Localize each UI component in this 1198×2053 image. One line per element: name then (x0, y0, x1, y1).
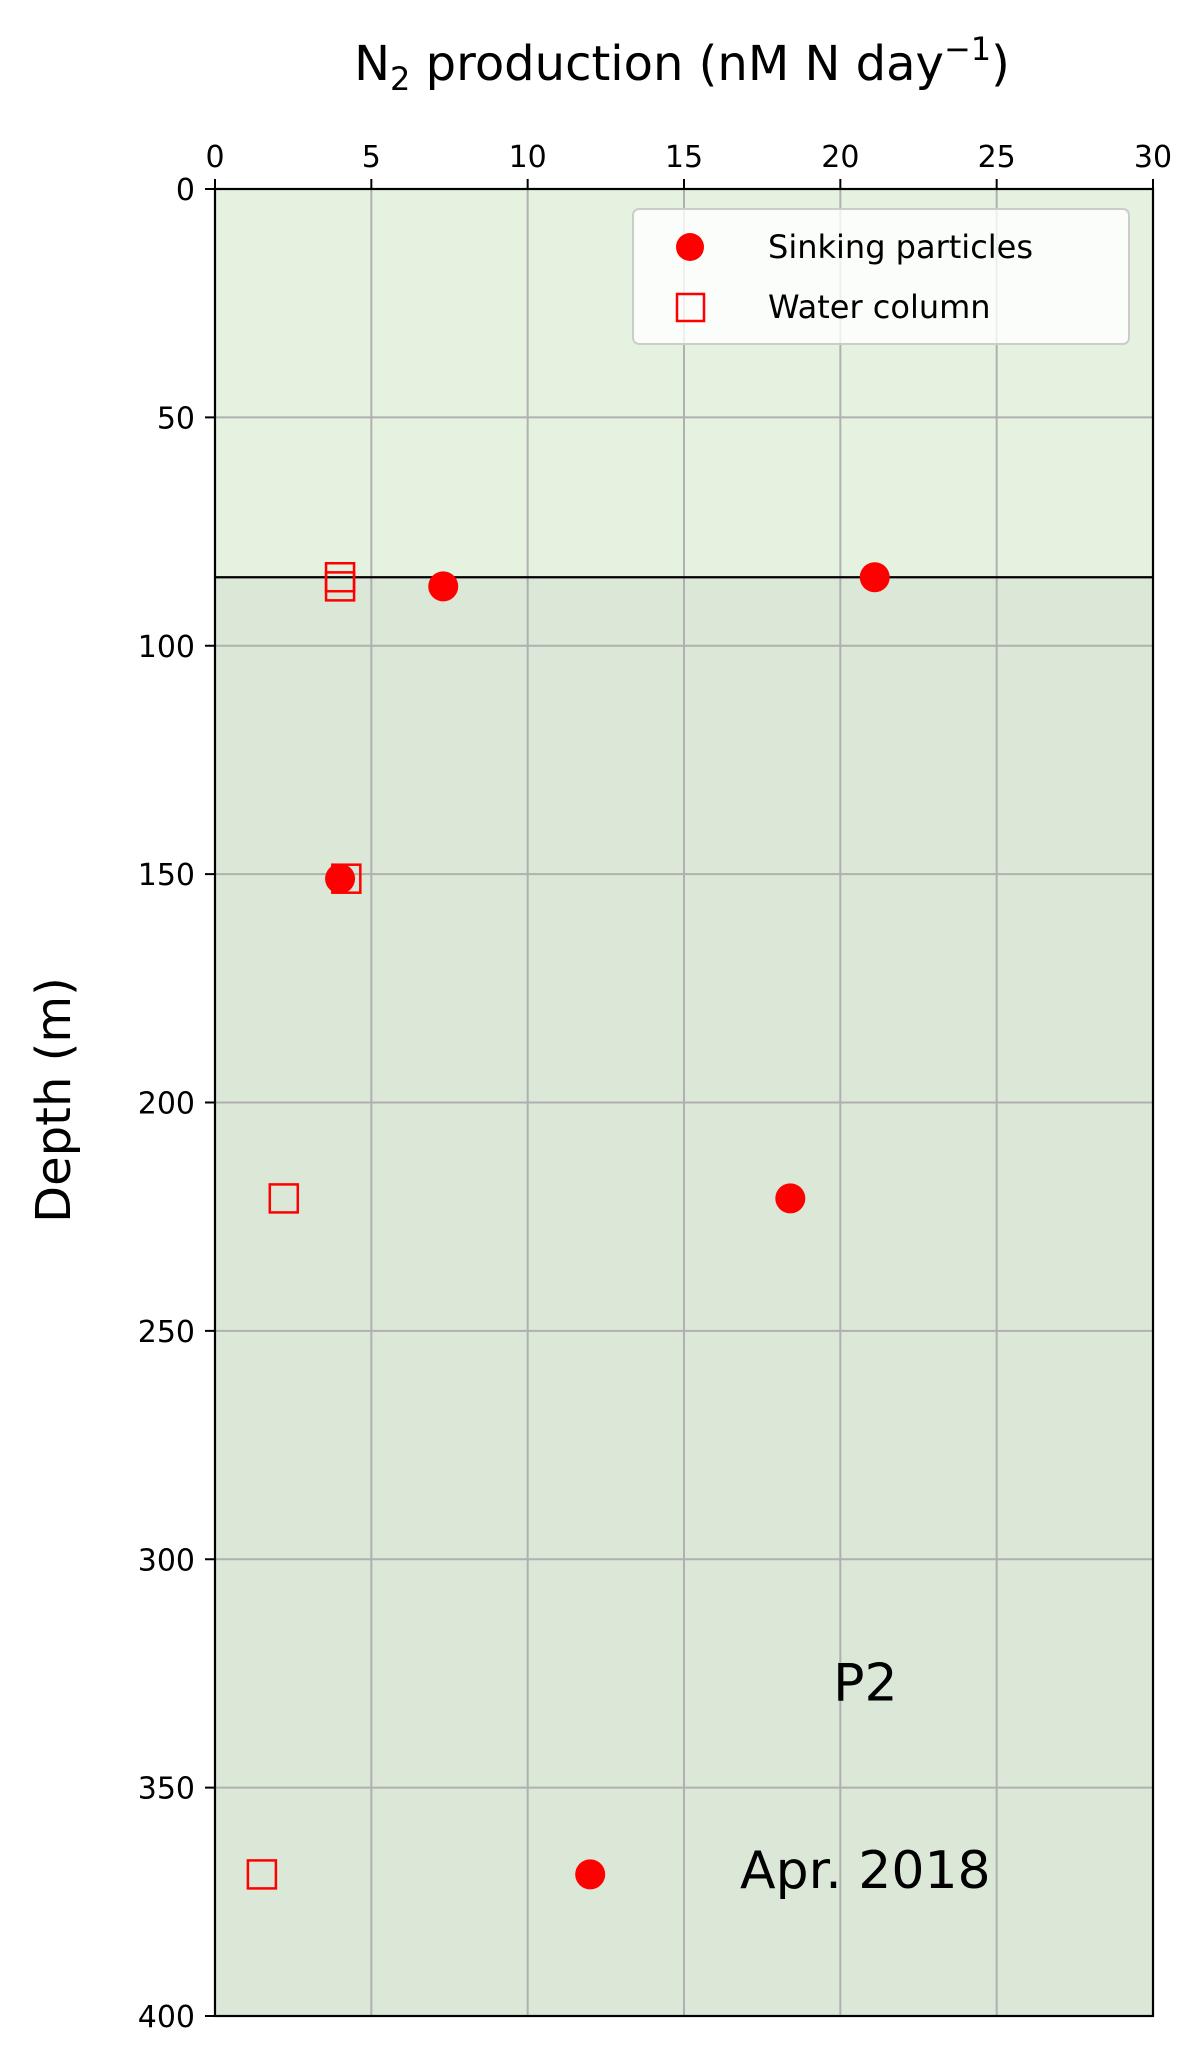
y-axis-ticks: 0 50 100 150 200 250 300 350 400 (138, 173, 215, 2035)
point-sinking-particles-1 (428, 571, 459, 602)
x-tick-label-5: 25 (978, 140, 1016, 175)
x-axis-title: N2 production (nM N day−1) (354, 30, 1010, 98)
legend-label-water-column: Water column (768, 288, 991, 326)
legend-marker-sinking-particles (676, 233, 704, 261)
y-tick-label-5: 250 (138, 1315, 195, 1350)
x-tick-label-3: 15 (665, 140, 703, 175)
point-water-column-4 (246, 1859, 278, 1890)
y-tick-label-2: 100 (138, 630, 195, 665)
point-sinking-particles-0 (859, 562, 890, 593)
y-tick-label-3: 150 (138, 858, 195, 893)
y-tick-label-8: 400 (138, 2000, 195, 2035)
x-axis-ticks: 0 5 10 15 20 25 30 (205, 140, 1172, 189)
x-tick-label-4: 20 (821, 140, 859, 175)
x-tick-label-1: 5 (362, 140, 381, 175)
y-tick-label-0: 0 (176, 173, 195, 208)
x-tick-label-0: 0 (205, 140, 224, 175)
point-water-column-3 (268, 1183, 300, 1214)
y-tick-label-6: 300 (138, 1543, 195, 1578)
legend-label-sinking-particles: Sinking particles (768, 228, 1033, 266)
y-tick-label-7: 350 (138, 1772, 195, 1807)
point-sinking-particles-2 (325, 863, 356, 894)
y-tick-label-4: 200 (138, 1087, 195, 1122)
y-axis-title: Depth (m) (26, 977, 82, 1223)
legend-box (632, 208, 1130, 345)
annotations: P2 Apr. 2018 (740, 1654, 991, 1901)
annotation-1: Apr. 2018 (740, 1841, 991, 1901)
x-tick-label-2: 10 (509, 140, 547, 175)
x-tick-label-6: 30 (1134, 140, 1172, 175)
annotation-0: P2 (833, 1654, 897, 1714)
point-water-column-1 (324, 571, 356, 602)
legend-marker-water-column (675, 292, 706, 323)
point-sinking-particles-3 (775, 1183, 806, 1214)
data-points (246, 561, 890, 1890)
point-water-column-2 (331, 863, 362, 894)
point-sinking-particles-4 (575, 1859, 606, 1890)
y-tick-label-1: 50 (157, 401, 195, 436)
legend: Sinking particles Water column (632, 208, 1130, 345)
